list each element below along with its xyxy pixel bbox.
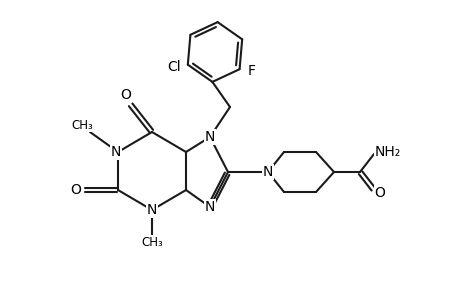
Text: CH₃: CH₃ (71, 118, 93, 131)
Text: Cl: Cl (167, 60, 180, 74)
Text: N: N (146, 203, 157, 217)
Text: O: O (120, 88, 131, 102)
Text: F: F (247, 64, 255, 78)
Text: N: N (262, 165, 273, 179)
Text: NH₂: NH₂ (374, 145, 400, 159)
Text: N: N (111, 145, 121, 159)
Text: O: O (374, 186, 385, 200)
Text: N: N (204, 130, 215, 144)
Text: O: O (70, 183, 81, 197)
Text: N: N (204, 200, 215, 214)
Text: CH₃: CH₃ (141, 236, 162, 248)
